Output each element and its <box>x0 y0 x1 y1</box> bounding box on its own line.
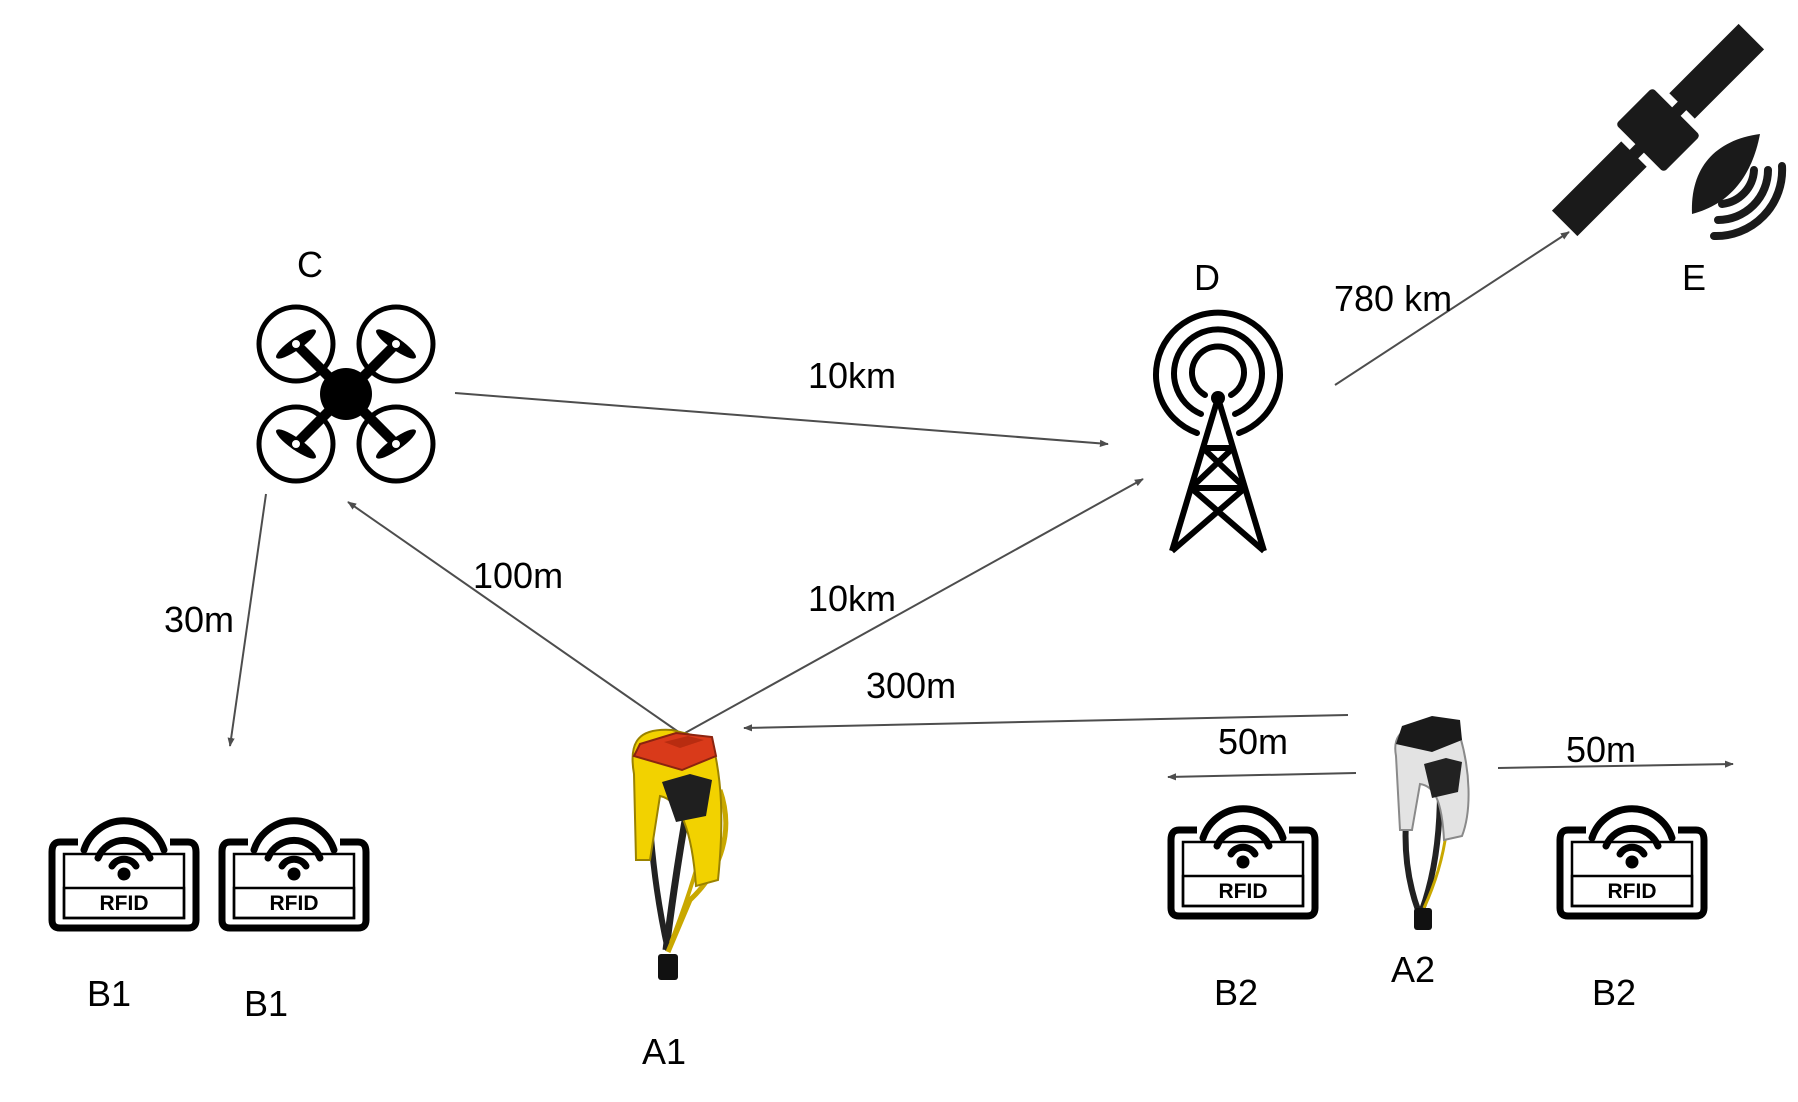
rfid-tag-label: RFID <box>1219 880 1268 903</box>
rfid-tag-icon: RFID <box>222 821 366 928</box>
rfid-tag-icon: RFID <box>1171 809 1315 916</box>
arrow-a2-to-b2-right <box>1497 760 1734 769</box>
node-label-b1-left: B1 <box>87 973 131 1014</box>
rfid-tag-label: RFID <box>270 892 319 915</box>
radio-tower-icon <box>1153 309 1283 554</box>
arrow-a1-to-d <box>684 478 1144 734</box>
node-label-d: D <box>1194 257 1220 298</box>
rfid-tag-label: RFID <box>100 892 149 915</box>
link-label-a2-to-b2-left: 50m <box>1218 721 1288 762</box>
link-label-a1-to-c: 100m <box>473 555 563 596</box>
arrow-c-to-d <box>454 392 1109 447</box>
node-label-b2-left: B2 <box>1214 972 1258 1013</box>
node-label-a1: A1 <box>642 1031 686 1072</box>
drone-icon <box>256 304 436 484</box>
node-label-b2-right: B2 <box>1592 972 1636 1013</box>
link-label-a2-to-a1: 300m <box>866 665 956 706</box>
node-label-c: C <box>297 244 323 285</box>
arrow-a1-to-c <box>347 501 681 734</box>
node-label-e: E <box>1682 257 1706 298</box>
satellite-icon <box>1551 23 1787 241</box>
rfid-reader-white-icon <box>1394 716 1470 930</box>
link-label-a2-to-b2-right: 50m <box>1566 729 1636 770</box>
rfid-reader-yellow-icon <box>631 728 729 980</box>
link-label-c-to-b1: 30m <box>164 599 234 640</box>
link-label-a1-to-d: 10km <box>808 578 896 619</box>
rfid-tag-label: RFID <box>1608 880 1657 903</box>
arrow-c-to-b1 <box>227 493 267 747</box>
node-label-a2: A2 <box>1391 949 1435 990</box>
arrow-d-to-e <box>1334 231 1570 386</box>
link-label-c-to-d: 10km <box>808 355 896 396</box>
rfid-tag-icon: RFID <box>52 821 196 928</box>
node-label-b1-right: B1 <box>244 983 288 1024</box>
link-label-d-to-e: 780 km <box>1334 278 1452 319</box>
rfid-tag-icon: RFID <box>1560 809 1704 916</box>
arrow-a2-to-b2-left <box>1167 772 1357 781</box>
arrow-a2-to-a1 <box>743 714 1349 732</box>
